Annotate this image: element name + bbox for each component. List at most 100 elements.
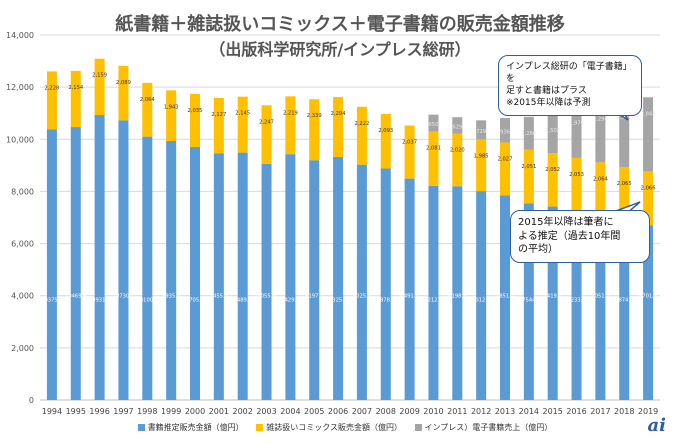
data-label: 2,051 xyxy=(521,164,536,170)
data-label: 9325.8 xyxy=(329,297,347,303)
data-label: 8491.8 xyxy=(401,293,419,299)
data-label: 2,066 xyxy=(641,185,656,191)
x-tick-label: 2011 xyxy=(447,407,467,416)
x-tick-label: 1994 xyxy=(42,407,62,416)
bar-segment xyxy=(428,185,439,400)
bar-segment xyxy=(189,146,201,400)
data-label: 8878.1 xyxy=(377,297,395,303)
bar-segment xyxy=(619,166,630,221)
data-label: 9935.6 xyxy=(162,293,180,299)
bar-segment xyxy=(523,203,534,400)
data-label: 7419.0 xyxy=(544,293,562,299)
data-label: 2,093 xyxy=(378,128,393,134)
bar-segment xyxy=(452,117,463,134)
data-label: 2,159 xyxy=(92,73,107,79)
x-tick-label: 2004 xyxy=(280,407,300,416)
data-label: 9197.3 xyxy=(305,293,323,299)
data-label: 2,222 xyxy=(354,121,369,127)
x-tick-label: 2008 xyxy=(376,407,396,416)
chart-legend: 書籍推定販売金額（億円） 雑誌扱いコミックス販売金額（億円） インプレス）電子書… xyxy=(0,422,680,433)
bar-segment xyxy=(118,120,129,400)
chart-title: 紙書籍＋雑誌扱いコミックス＋電子書籍の販売金額推移 xyxy=(115,14,565,35)
data-label: 7233.8 xyxy=(567,297,585,303)
x-tick-label: 2006 xyxy=(328,407,348,416)
bar-segment xyxy=(619,220,630,400)
bar-segment xyxy=(261,105,272,164)
x-tick-label: 2014 xyxy=(519,407,539,416)
y-tick-label: 12,000 xyxy=(6,83,34,92)
data-label: 7851.4 xyxy=(496,293,515,299)
bar-segment xyxy=(142,82,153,137)
x-tick-label: 1995 xyxy=(66,407,86,416)
bar-segment xyxy=(309,99,320,161)
bar-segment xyxy=(428,114,439,132)
estimate-note-callout: 2015年以降は筆者に よる推定（過去10年間 の平均） xyxy=(510,210,650,263)
bar-segment xyxy=(94,58,105,116)
data-label: 2,081 xyxy=(426,146,441,152)
x-tick-label: 1999 xyxy=(161,407,181,416)
data-label: 9489.8 xyxy=(234,297,252,303)
data-label: 2,127 xyxy=(211,112,226,118)
bar-segment xyxy=(333,156,344,400)
legend-label-magazine: 雑誌扱いコミックス販売金額（億円） xyxy=(266,423,402,432)
bar-segment xyxy=(571,211,582,400)
bar-segment xyxy=(643,225,654,400)
bar-segment xyxy=(476,120,487,140)
bar-segment xyxy=(428,131,439,186)
data-label: 8212.9 xyxy=(424,297,442,303)
data-label: 6874.4 xyxy=(615,297,634,303)
data-label: 2,064 xyxy=(593,176,609,182)
y-tick-label: 8,000 xyxy=(11,187,34,196)
data-label: 10469.6 xyxy=(65,293,86,299)
y-tick-label: 4,000 xyxy=(11,292,34,301)
bar-segment xyxy=(356,106,367,165)
legend-swatch-book xyxy=(137,424,145,431)
data-label: 8198.5 xyxy=(448,293,466,299)
data-label: 2,843 xyxy=(641,111,656,117)
x-tick-label: 2015 xyxy=(543,407,563,416)
bar-segment xyxy=(356,164,367,400)
bar-segment xyxy=(285,154,296,400)
bar-segment xyxy=(285,96,296,155)
bar-segment xyxy=(452,133,463,187)
bar-segment xyxy=(309,160,320,400)
bar-segment xyxy=(166,90,177,141)
data-label: 2,247 xyxy=(259,119,274,125)
data-label: 9025.8 xyxy=(353,293,371,299)
data-label: 8012.9 xyxy=(472,297,490,303)
bar-segment xyxy=(380,113,391,169)
bar-segment xyxy=(476,191,487,400)
data-label: 2,052 xyxy=(545,167,560,173)
bar-segment xyxy=(94,115,105,400)
x-tick-label: 2010 xyxy=(423,407,443,416)
data-label: 2,064 xyxy=(140,97,156,103)
bar-segment xyxy=(523,149,534,204)
data-label: 2,294 xyxy=(593,117,609,123)
data-label: 1,266 xyxy=(521,131,536,137)
bar-segment xyxy=(571,157,582,212)
x-tick-label: 2000 xyxy=(185,407,205,416)
y-tick-label: 6,000 xyxy=(11,240,34,249)
bar-segment xyxy=(452,186,463,400)
bar-segment xyxy=(547,113,558,154)
y-tick-label: 14,000 xyxy=(6,31,34,40)
bar-segment xyxy=(499,195,511,400)
legend-label-ebook: インプレス）電子書籍売上（億円） xyxy=(424,423,553,432)
x-tick-label: 2017 xyxy=(590,407,610,416)
bar-segment xyxy=(46,71,57,130)
y-tick-label: 0 xyxy=(29,396,34,405)
bar-segment xyxy=(261,163,272,400)
data-label: 2,089 xyxy=(116,80,131,86)
ai-logo: ai xyxy=(647,415,666,436)
bar-segment xyxy=(595,102,606,163)
data-label: 9705.7 xyxy=(186,297,204,303)
data-label: 9455.8 xyxy=(210,293,228,299)
data-label: 2,228 xyxy=(44,85,59,91)
data-label: 650 xyxy=(429,122,439,128)
data-label: 2,020 xyxy=(450,148,465,154)
x-tick-label: 2019 xyxy=(638,407,658,416)
bar-segment xyxy=(595,162,606,217)
x-tick-label: 2001 xyxy=(209,407,229,416)
legend-label-book: 書籍推定販売金額（億円） xyxy=(147,423,244,432)
bar-segment xyxy=(189,93,201,147)
